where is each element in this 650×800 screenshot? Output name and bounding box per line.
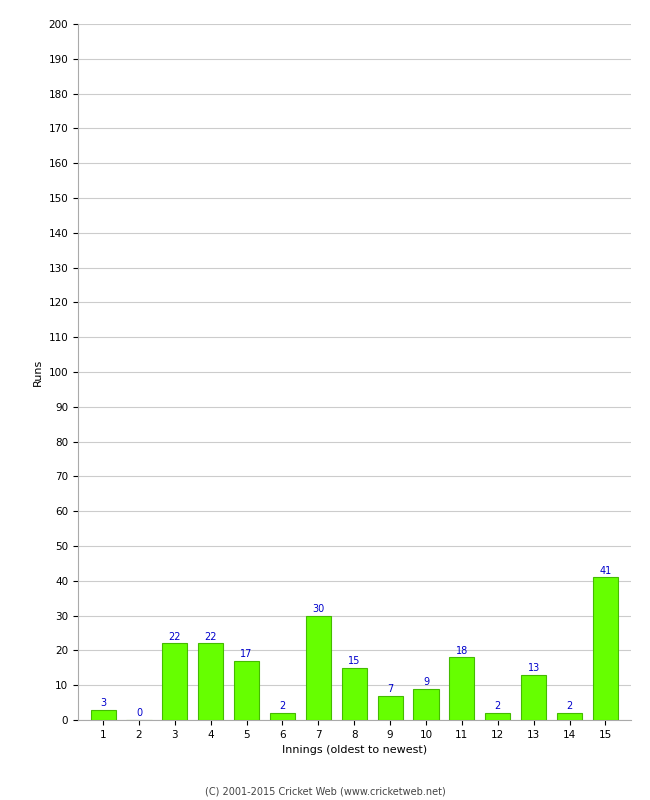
Text: 22: 22 — [168, 632, 181, 642]
Bar — [306, 616, 331, 720]
Bar — [198, 643, 224, 720]
Bar — [342, 668, 367, 720]
Text: 15: 15 — [348, 656, 361, 666]
Bar — [162, 643, 187, 720]
Bar — [557, 713, 582, 720]
Text: 18: 18 — [456, 646, 468, 656]
X-axis label: Innings (oldest to newest): Innings (oldest to newest) — [281, 746, 427, 755]
Bar — [270, 713, 295, 720]
Text: (C) 2001-2015 Cricket Web (www.cricketweb.net): (C) 2001-2015 Cricket Web (www.cricketwe… — [205, 786, 445, 796]
Bar — [593, 578, 618, 720]
Text: 17: 17 — [240, 649, 253, 659]
Text: 2: 2 — [566, 702, 573, 711]
Text: 2: 2 — [495, 702, 501, 711]
Text: 30: 30 — [312, 604, 324, 614]
Text: 9: 9 — [423, 677, 429, 687]
Y-axis label: Runs: Runs — [33, 358, 43, 386]
Bar — [234, 661, 259, 720]
Text: 22: 22 — [205, 632, 217, 642]
Bar — [90, 710, 116, 720]
Text: 7: 7 — [387, 684, 393, 694]
Bar — [485, 713, 510, 720]
Text: 13: 13 — [528, 663, 540, 673]
Bar — [413, 689, 439, 720]
Bar — [521, 674, 546, 720]
Text: 3: 3 — [100, 698, 106, 708]
Bar — [378, 696, 403, 720]
Text: 0: 0 — [136, 708, 142, 718]
Bar — [449, 658, 474, 720]
Text: 41: 41 — [599, 566, 612, 575]
Text: 2: 2 — [280, 702, 285, 711]
